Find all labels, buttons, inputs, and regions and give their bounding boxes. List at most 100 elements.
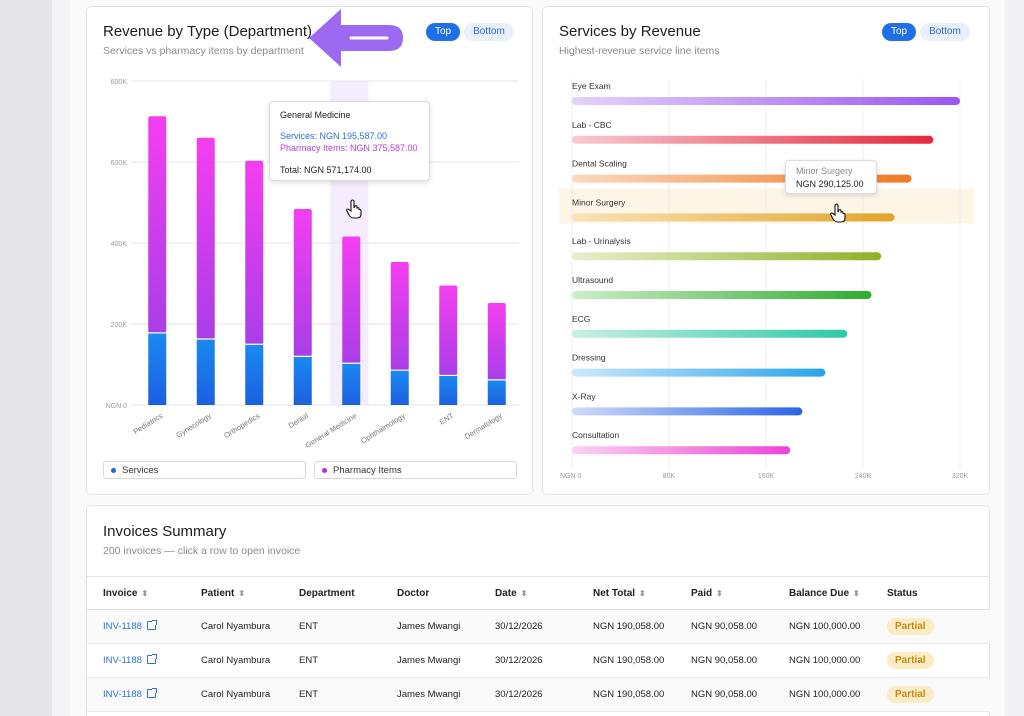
bar-pharmacy (293, 208, 312, 357)
bar-pharmacy (487, 302, 506, 380)
invoice-link[interactable]: INV-1188 (87, 677, 185, 712)
external-link-icon (146, 620, 157, 630)
patient-cell: Carol Nyambura (185, 677, 283, 712)
balance-cell: NGN 100,000.00 (773, 677, 871, 712)
card-title: Invoices Summary (103, 523, 227, 540)
x-tick-label: ENT (438, 411, 456, 427)
invoices-summary-card: Invoices Summary 200 invoices — click a … (86, 505, 990, 716)
status-badge: Partial (887, 686, 934, 703)
invoices-table: Invoice ⬍ Patient ⬍ Department Doctor Date… (87, 576, 990, 712)
bottom-toggle-button[interactable]: Bottom (464, 23, 514, 41)
hand-cursor-icon (830, 203, 846, 223)
tooltip-total: Total: NGN 571,174.00 (280, 165, 372, 175)
col-paid[interactable]: Paid ⬍ (675, 576, 773, 610)
category-label: Ultrasound (572, 275, 613, 285)
bar-pharmacy (439, 285, 458, 376)
card-title: Services by Revenue (559, 23, 701, 40)
category-label: Dressing (572, 353, 606, 363)
bar-pharmacy (390, 262, 409, 371)
legend-pharmacy-items[interactable]: Pharmacy Items (314, 461, 517, 479)
pointer-arrow-icon (309, 9, 403, 67)
bar-pharmacy (245, 160, 264, 345)
status-badge: Partial (887, 652, 934, 669)
invoice-link[interactable]: INV-1188 (87, 643, 185, 678)
revenue-stacked-bar-chart: NGN 0 200K 400K 600K 600K Pediatrics Gynecolog… (106, 79, 519, 450)
category-label: Lab - CBC (572, 120, 612, 130)
card-subtitle: 200 invoices — click a row to open invoi… (103, 545, 301, 557)
department-cell: ENT (283, 677, 381, 712)
bar (572, 135, 934, 144)
bar-services (487, 379, 506, 405)
top-bottom-toggle: Top Bottom (426, 23, 514, 41)
bar-pharmacy (148, 116, 167, 333)
bar-pharmacy (196, 137, 215, 339)
tooltip-title: Minor Surgery (796, 166, 853, 176)
x-tick-label: Dental (287, 411, 310, 430)
x-tick-label: Pediatrics (132, 411, 165, 436)
x-tick-label: Orthopedics (222, 411, 261, 440)
top-toggle-button[interactable]: Top (882, 23, 917, 41)
tooltip-value: NGN 290,125.00 (796, 179, 864, 189)
col-date[interactable]: Date ⬍ (479, 576, 577, 610)
category-label: Minor Surgery (572, 197, 626, 207)
col-invoice[interactable]: Invoice ⬍ (87, 576, 185, 610)
net-total-cell: NGN 190,058.00 (577, 677, 675, 712)
bar-pharmacy (342, 236, 361, 364)
bar-services (148, 332, 167, 405)
legend-label: Services (122, 465, 159, 476)
col-department: Department (283, 576, 381, 610)
x-tick-label: Dermatology (463, 411, 504, 441)
legend-services[interactable]: Services (103, 461, 306, 479)
x-tick-label: NGN 0 (560, 473, 582, 480)
table-row[interactable]: INV-1188 Carol Nyambura ENT James Mwangi… (87, 677, 990, 712)
doctor-cell: James Mwangi (381, 643, 479, 678)
table-row[interactable]: INV-1188 Carol Nyambura ENT James Mwangi… (87, 643, 990, 678)
category-label: Eye Exam (572, 81, 611, 91)
x-tick-label: General Medicine (304, 411, 359, 450)
revenue-by-type-card: Revenue by Type (Department) Services vs… (86, 6, 533, 495)
tooltip-pharmacy: Pharmacy Items: NGN 375,587.00 (280, 143, 418, 153)
col-balance-due[interactable]: Balance Due ⬍ (773, 576, 871, 610)
balance-cell: NGN 100,000.00 (773, 643, 871, 678)
date-cell: 30/12/2026 (479, 609, 577, 644)
hand-cursor-icon (346, 199, 362, 219)
category-label: X-Ray (572, 391, 596, 401)
tooltip-services: Services: NGN 195,587.00 (280, 131, 388, 141)
y-tick-label: 600K (111, 160, 128, 167)
bar (572, 329, 848, 338)
status-cell: Partial (871, 609, 990, 644)
col-patient[interactable]: Patient ⬍ (185, 576, 283, 610)
table-row[interactable]: INV-1188 Carol Nyambura ENT James Mwangi… (87, 609, 990, 644)
top-toggle-button[interactable]: Top (426, 23, 461, 41)
table-header-row: Invoice ⬍ Patient ⬍ Department Doctor Date… (87, 576, 990, 610)
services-horizontal-bar-chart: NGN 0 80K 160K 240K 320K Eye Exam Lab - CBC Den… (559, 79, 974, 480)
balance-cell: NGN 100,000.00 (773, 609, 871, 644)
x-tick-label: Ophthalmology (359, 411, 407, 445)
bar-tooltip: General Medicine Services: NGN 195,587.0… (269, 101, 430, 181)
col-status: Status (871, 576, 990, 610)
bar-services (390, 370, 409, 405)
invoice-link[interactable]: INV-1188 (87, 609, 185, 644)
date-cell: 30/12/2026 (479, 643, 577, 678)
status-cell: Partial (871, 677, 990, 712)
paid-cell: NGN 90,058.00 (675, 609, 773, 644)
bar-services (342, 363, 361, 405)
bar-services (245, 344, 264, 405)
y-tick-label: 200K (111, 322, 128, 329)
services-dot (111, 468, 116, 473)
col-net-total[interactable]: Net Total ⬍ (577, 576, 675, 610)
bottom-toggle-button[interactable]: Bottom (920, 23, 970, 41)
bar (572, 407, 803, 416)
top-bottom-toggle: Top Bottom (882, 23, 970, 41)
external-link-icon (146, 654, 157, 664)
status-cell: Partial (871, 643, 990, 678)
card-subtitle: Highest-revenue service line items (559, 45, 720, 57)
gutter (52, 0, 70, 716)
patient-cell: Carol Nyambura (185, 643, 283, 678)
right-scroll-area (1005, 0, 1024, 716)
bar-tooltip: Minor Surgery NGN 290,125.00 (785, 160, 877, 194)
bar-services (293, 356, 312, 405)
category-label: Lab - Urinalysis (572, 236, 631, 246)
date-cell: 30/12/2026 (479, 677, 577, 712)
y-tick-label: NGN 0 (106, 403, 128, 410)
